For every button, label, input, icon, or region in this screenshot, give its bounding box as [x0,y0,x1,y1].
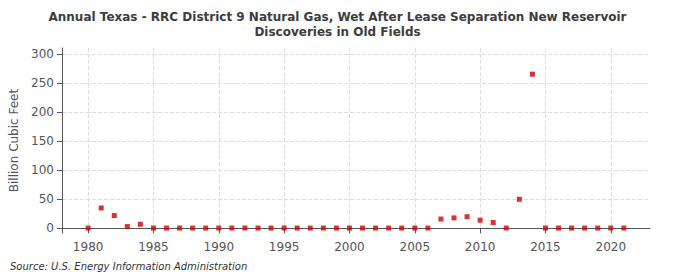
svg-text:2000: 2000 [334,240,365,254]
svg-text:300: 300 [31,47,54,61]
svg-text:250: 250 [31,76,54,90]
svg-text:Annual Texas - RRC District 9: Annual Texas - RRC District 9 Natural Ga… [48,10,626,24]
svg-text:150: 150 [31,134,54,148]
svg-text:1990: 1990 [204,240,235,254]
svg-text:2020: 2020 [596,240,627,254]
svg-text:2010: 2010 [465,240,496,254]
svg-text:Discoveries in Old Fields: Discoveries in Old Fields [254,25,420,39]
svg-text:1985: 1985 [138,240,169,254]
svg-text:Source: U.S. Energy Informatio: Source: U.S. Energy Information Administ… [10,261,247,272]
svg-text:2015: 2015 [530,240,561,254]
svg-text:1995: 1995 [269,240,300,254]
svg-text:1980: 1980 [73,240,104,254]
svg-text:200: 200 [31,105,54,119]
svg-text:Billion Cubic Feet: Billion Cubic Feet [7,89,21,193]
svg-text:2005: 2005 [400,240,431,254]
svg-text:100: 100 [31,163,54,177]
svg-text:0: 0 [46,221,54,235]
svg-text:50: 50 [39,192,54,206]
